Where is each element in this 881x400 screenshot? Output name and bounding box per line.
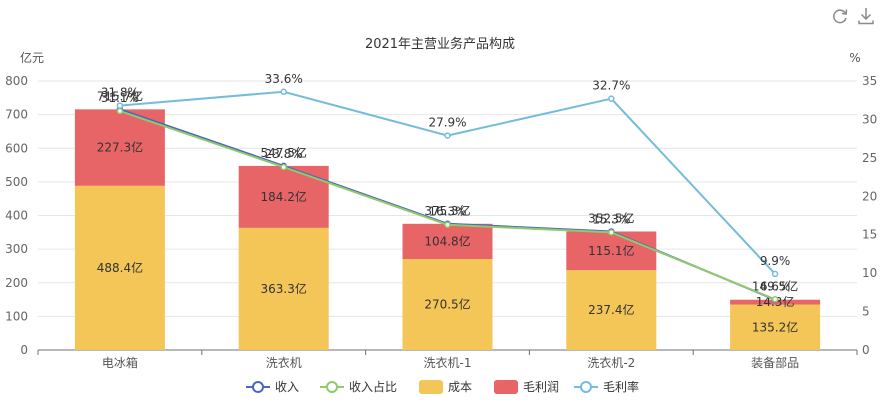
point-gross-margin [444, 132, 451, 139]
point-label-gross-margin: 9.9% [760, 254, 791, 268]
x-tick-label: 电冰箱 [102, 355, 138, 370]
y-left-tick-label: 200 [5, 276, 28, 290]
y-right-tick-label: 10 [862, 266, 877, 280]
legend-label: 收入 [275, 380, 299, 394]
refresh-icon[interactable] [830, 6, 850, 26]
legend-label: 成本 [448, 380, 472, 394]
bar-data-label: 363.3亿 [261, 281, 307, 296]
x-tick-label: 洗衣机-1 [424, 355, 472, 370]
y-right-tick-label: 0 [862, 343, 870, 357]
y-right-unit: % [849, 51, 860, 65]
point-gross-margin [608, 95, 615, 102]
legend-swatch-marker [252, 381, 264, 393]
x-tick-label: 洗衣机-2 [587, 355, 635, 370]
legend-swatch-rect [419, 380, 443, 394]
y-right-tick-label: 25 [862, 151, 877, 165]
point-label-gross-margin: 27.9% [428, 116, 466, 130]
bar-data-label: 135.2亿 [752, 319, 798, 334]
bar-data-label: 104.8亿 [424, 233, 470, 248]
y-left-tick-label: 600 [5, 141, 28, 155]
bar-gross-profit [566, 231, 657, 271]
point-label-revenue-share: 16.3% [428, 205, 466, 219]
legend-swatch-marker [580, 381, 592, 393]
bar-data-label: 237.4亿 [588, 302, 634, 317]
point-revenue-share [116, 107, 124, 115]
legend-label: 收入占比 [349, 379, 397, 394]
legend-label: 毛利润 [523, 380, 559, 394]
point-label-gross-margin: 32.7% [592, 79, 630, 93]
point-label-revenue: 547.5亿 [261, 145, 307, 160]
point-revenue-share [280, 163, 287, 171]
bar-data-label: 227.3亿 [97, 140, 143, 155]
y-left-tick-label: 500 [5, 175, 28, 189]
point-label-revenue-share: 23.8% [265, 147, 303, 161]
y-left-tick-label: 100 [5, 309, 28, 323]
y-right-tick-label: 15 [862, 228, 877, 242]
point-gross-margin [280, 88, 287, 96]
point-gross-margin [116, 102, 124, 109]
bar-data-label: 115.1亿 [588, 243, 634, 258]
point-label-revenue-share: 6.6% [760, 279, 791, 293]
bar-cost [402, 259, 493, 350]
point-gross-margin [771, 270, 779, 278]
y-left-tick-label: 800 [5, 74, 28, 88]
bar-gross-profit [402, 223, 493, 260]
point-label-revenue-share: 31.1% [101, 91, 139, 105]
point-label-revenue: 375.3亿 [424, 203, 470, 218]
y-right-tick-label: 35 [862, 74, 877, 88]
bar-cost [730, 304, 821, 350]
point-label-gross-margin: 31.8% [101, 86, 139, 100]
bar-cost [74, 185, 165, 350]
point-label-gross-margin: 33.6% [265, 72, 303, 86]
y-left-tick-label: 300 [5, 242, 28, 256]
chart-title: 2021年主营业务产品构成 [365, 36, 515, 52]
legend-swatch-rect [494, 380, 518, 394]
y-right-tick-label: 5 [862, 305, 870, 319]
legend-label: 毛利率 [603, 379, 639, 394]
point-label-revenue: 352.5亿 [588, 210, 634, 225]
y-right-tick-label: 20 [862, 189, 877, 203]
bar-data-label: 184.2亿 [261, 189, 307, 204]
download-icon[interactable] [856, 6, 876, 26]
bar-data-label: 488.4亿 [97, 260, 143, 275]
point-revenue-share [608, 229, 615, 236]
point-revenue-share [771, 296, 779, 303]
y-left-tick-label: 400 [5, 209, 28, 223]
y-left-tick-label: 0 [20, 343, 28, 357]
bar-cost [566, 270, 657, 350]
bar-data-label: 270.5亿 [424, 297, 470, 312]
point-label-revenue: 715.7亿 [97, 88, 143, 103]
point-label-revenue: 149.5亿 [752, 279, 798, 294]
point-revenue-share [444, 221, 451, 228]
y-left-unit: 亿元 [20, 50, 44, 65]
legend-swatch-marker [326, 381, 338, 393]
point-label-revenue-share: 15.3% [592, 212, 630, 226]
y-right-tick-label: 30 [862, 112, 877, 126]
y-left-tick-label: 700 [5, 108, 28, 122]
x-tick-label: 装备部品 [751, 355, 799, 370]
x-tick-label: 洗衣机 [266, 355, 302, 370]
bar-cost [238, 227, 329, 350]
